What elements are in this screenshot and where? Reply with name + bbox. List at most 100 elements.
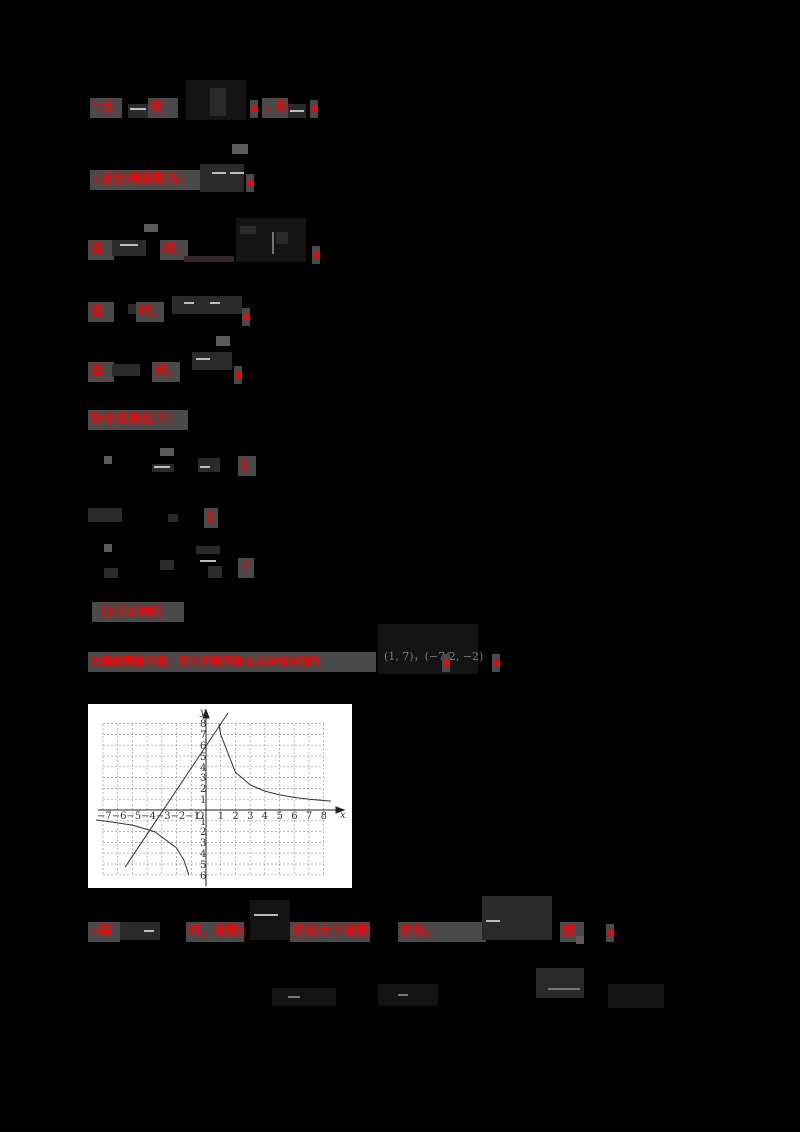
svg-text:−7: −7 — [97, 811, 112, 822]
svg-text:6: 6 — [200, 871, 206, 882]
svg-text:6: 6 — [200, 741, 206, 752]
formula-numerator — [144, 224, 158, 232]
fraction-bar — [548, 988, 580, 990]
table-cell-value — [198, 458, 220, 472]
table-cell-answer: 1 — [238, 456, 256, 476]
formula-fragment — [272, 988, 336, 1006]
section-heading: 【小问2详解】 — [92, 602, 184, 622]
svg-text:7: 7 — [200, 730, 206, 741]
formula-fragment — [576, 936, 584, 944]
table-cell-label — [104, 568, 118, 578]
formula-fragment — [112, 240, 146, 256]
line5-mid: 时， — [152, 362, 180, 382]
table-cell-x — [104, 456, 112, 464]
prefix-text: ∴联 — [88, 922, 120, 942]
formula-inverse-function — [482, 896, 552, 940]
svg-text:3: 3 — [200, 838, 206, 849]
formula-fragment — [210, 88, 226, 116]
svg-text:2: 2 — [200, 784, 206, 795]
svg-text:3: 3 — [247, 811, 253, 822]
fraction-bar — [230, 172, 244, 174]
equals-bar — [398, 994, 408, 996]
svg-text:1: 1 — [218, 811, 224, 822]
line1-suffix: 在 — [148, 98, 178, 118]
equals-bar — [210, 302, 220, 304]
svg-text:4: 4 — [200, 849, 206, 860]
comma-mark — [250, 100, 258, 118]
line5-label: 当 — [88, 362, 114, 382]
formula-fragment — [112, 364, 140, 376]
period-mark — [606, 924, 614, 942]
formula-inverse-function — [200, 164, 244, 192]
line2-label: ∴反比例函数为： — [90, 170, 200, 190]
line4-mid: 时， — [136, 302, 164, 322]
comma-mark — [442, 654, 450, 672]
period-mark — [242, 308, 250, 326]
hyperbola-positive — [218, 723, 332, 802]
svg-text:−6: −6 — [112, 811, 127, 822]
minus-bar — [200, 466, 210, 468]
svg-text:−5: −5 — [126, 811, 141, 822]
table-cell-value — [152, 464, 174, 472]
svg-text:1: 1 — [200, 795, 206, 806]
equals-bar — [288, 996, 300, 998]
period-mark — [492, 654, 500, 672]
svg-text:1: 1 — [200, 817, 206, 828]
formula-compute — [172, 296, 242, 314]
comma-mark — [312, 246, 320, 264]
equals-bar — [120, 244, 138, 246]
formula-fragment — [536, 968, 584, 998]
mid3-text: 的值， — [398, 922, 486, 942]
formula-numerator — [216, 336, 230, 346]
formula-numerator — [232, 144, 248, 154]
period-mark — [234, 366, 242, 384]
table-cell-answer: ↑ — [238, 558, 254, 578]
formula-fragment — [608, 984, 664, 1008]
fraction-bar — [200, 560, 216, 562]
table-cell-label — [104, 544, 112, 552]
formula-fragment — [378, 984, 438, 1006]
line1-tail: ，则 — [262, 98, 288, 118]
svg-text:5: 5 — [277, 811, 283, 822]
formula-fragment — [128, 304, 142, 314]
equals-bar — [212, 172, 226, 174]
table-intro: 补全表格如下： — [88, 410, 188, 430]
fraction-bar — [130, 108, 146, 110]
table-cell-value — [160, 448, 174, 456]
table-cell-label — [88, 508, 122, 522]
formula-fragment — [128, 104, 148, 118]
intersection-points-text: (1, 7)，(−7/2, −2) — [384, 650, 484, 663]
formula-stroke — [272, 232, 274, 254]
svg-text:5: 5 — [200, 752, 206, 763]
svg-text:O: O — [196, 811, 204, 822]
svg-text:5: 5 — [200, 860, 206, 871]
hyperbola-negative — [95, 819, 190, 875]
svg-text:−2: −2 — [171, 811, 186, 822]
svg-text:4: 4 — [200, 763, 206, 774]
table-cell-value — [196, 546, 220, 554]
formula-line-function — [250, 900, 290, 940]
period-mark — [246, 174, 254, 192]
equals-bar — [144, 930, 154, 932]
line3-mid: 时， — [160, 240, 188, 260]
table-cell-value — [208, 566, 222, 578]
svg-text:−3: −3 — [156, 811, 171, 822]
formula-bar — [254, 914, 278, 916]
formula-compute — [236, 218, 306, 262]
line3-label: 当 — [88, 240, 114, 260]
svg-text:2: 2 — [232, 811, 238, 822]
svg-text:−4: −4 — [141, 811, 156, 822]
equals-bar — [196, 358, 210, 360]
formula-fragment — [120, 922, 160, 940]
intersection-points — [378, 624, 478, 674]
svg-text:6: 6 — [291, 811, 297, 822]
mid1-text: 时，函数值 — [186, 922, 244, 942]
svg-text:7: 7 — [306, 811, 312, 822]
svg-text:3: 3 — [200, 773, 206, 784]
svg-text:y: y — [199, 707, 206, 718]
line4-label: 当 — [88, 302, 114, 322]
comma-mark — [310, 100, 318, 118]
formula-compute — [192, 352, 232, 370]
